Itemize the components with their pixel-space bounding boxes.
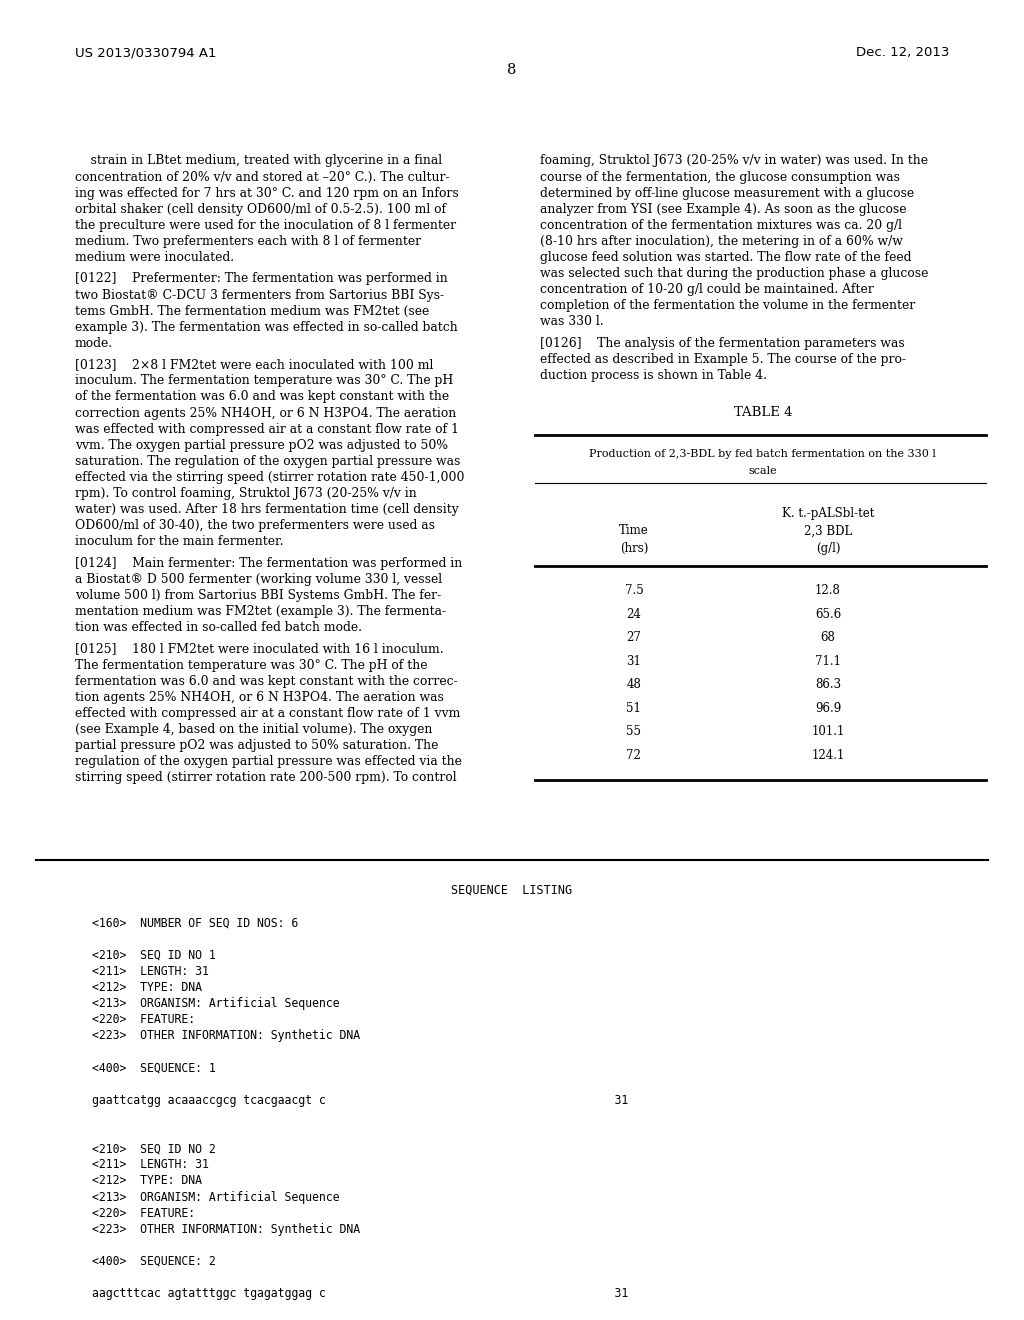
Text: rpm). To control foaming, Struktol J673 (20-25% v/v in: rpm). To control foaming, Struktol J673 … [75, 487, 417, 500]
Text: mode.: mode. [75, 337, 113, 350]
Text: strain in LBtet medium, treated with glycerine in a final: strain in LBtet medium, treated with gly… [75, 154, 442, 168]
Text: inoculum for the main fermenter.: inoculum for the main fermenter. [75, 536, 284, 548]
Text: 72: 72 [627, 748, 641, 762]
Text: partial pressure pO2 was adjusted to 50% saturation. The: partial pressure pO2 was adjusted to 50%… [75, 739, 438, 752]
Text: of the fermentation was 6.0 and was kept constant with the: of the fermentation was 6.0 and was kept… [75, 391, 449, 404]
Text: <223>  OTHER INFORMATION: Synthetic DNA: <223> OTHER INFORMATION: Synthetic DNA [92, 1030, 360, 1043]
Text: was effected with compressed air at a constant flow rate of 1: was effected with compressed air at a co… [75, 422, 459, 436]
Text: Production of 2,3-BDL by fed batch fermentation on the 330 l: Production of 2,3-BDL by fed batch ferme… [590, 449, 936, 458]
Text: US 2013/0330794 A1: US 2013/0330794 A1 [75, 46, 216, 59]
Text: medium were inoculated.: medium were inoculated. [75, 251, 233, 264]
Text: TABLE 4: TABLE 4 [733, 407, 793, 420]
Text: effected as described in Example 5. The course of the pro-: effected as described in Example 5. The … [540, 352, 905, 366]
Text: concentration of 10-20 g/l could be maintained. After: concentration of 10-20 g/l could be main… [540, 284, 873, 296]
Text: determined by off-line glucose measurement with a glucose: determined by off-line glucose measureme… [540, 186, 913, 199]
Text: [0123]    2×8 l FM2tet were each inoculated with 100 ml: [0123] 2×8 l FM2tet were each inoculated… [75, 358, 433, 371]
Text: (see Example 4, based on the initial volume). The oxygen: (see Example 4, based on the initial vol… [75, 723, 432, 737]
Text: ing was effected for 7 hrs at 30° C. and 120 rpm on an Infors: ing was effected for 7 hrs at 30° C. and… [75, 186, 459, 199]
Text: was 330 l.: was 330 l. [540, 315, 603, 329]
Text: a Biostat® D 500 fermenter (working volume 330 l, vessel: a Biostat® D 500 fermenter (working volu… [75, 573, 442, 586]
Text: (g/l): (g/l) [816, 543, 841, 556]
Text: 86.3: 86.3 [815, 678, 841, 692]
Text: mentation medium was FM2tet (example 3). The fermenta-: mentation medium was FM2tet (example 3).… [75, 605, 445, 618]
Text: The fermentation temperature was 30° C. The pH of the: The fermentation temperature was 30° C. … [75, 659, 427, 672]
Text: 65.6: 65.6 [815, 609, 841, 620]
Text: 12.8: 12.8 [815, 585, 841, 598]
Text: <212>  TYPE: DNA: <212> TYPE: DNA [92, 1175, 202, 1188]
Text: <400>  SEQUENCE: 1: <400> SEQUENCE: 1 [92, 1061, 216, 1074]
Text: 96.9: 96.9 [815, 702, 841, 715]
Text: concentration of the fermentation mixtures was ca. 20 g/l: concentration of the fermentation mixtur… [540, 219, 902, 232]
Text: example 3). The fermentation was effected in so-called batch: example 3). The fermentation was effecte… [75, 321, 458, 334]
Text: 24: 24 [627, 609, 641, 620]
Text: 101.1: 101.1 [811, 726, 845, 738]
Text: course of the fermentation, the glucose consumption was: course of the fermentation, the glucose … [540, 170, 900, 183]
Text: medium. Two prefermenters each with 8 l of fermenter: medium. Two prefermenters each with 8 l … [75, 235, 421, 248]
Text: tems GmbH. The fermentation medium was FM2tet (see: tems GmbH. The fermentation medium was F… [75, 305, 429, 318]
Text: regulation of the oxygen partial pressure was effected via the: regulation of the oxygen partial pressur… [75, 755, 462, 768]
Text: inoculum. The fermentation temperature was 30° C. The pH: inoculum. The fermentation temperature w… [75, 375, 453, 387]
Text: concentration of 20% v/v and stored at –20° C.). The cultur-: concentration of 20% v/v and stored at –… [75, 170, 450, 183]
Text: scale: scale [749, 466, 777, 475]
Text: <213>  ORGANISM: Artificial Sequence: <213> ORGANISM: Artificial Sequence [92, 998, 340, 1010]
Text: foaming, Struktol J673 (20-25% v/v in water) was used. In the: foaming, Struktol J673 (20-25% v/v in wa… [540, 154, 928, 168]
Text: <213>  ORGANISM: Artificial Sequence: <213> ORGANISM: Artificial Sequence [92, 1191, 340, 1204]
Text: K. t.-pALSbl-tet: K. t.-pALSbl-tet [782, 507, 874, 520]
Text: tion was effected in so-called fed batch mode.: tion was effected in so-called fed batch… [75, 622, 361, 634]
Text: <220>  FEATURE:: <220> FEATURE: [92, 1206, 196, 1220]
Text: <160>  NUMBER OF SEQ ID NOS: 6: <160> NUMBER OF SEQ ID NOS: 6 [92, 917, 298, 929]
Text: <211>  LENGTH: 31: <211> LENGTH: 31 [92, 1159, 209, 1171]
Text: duction process is shown in Table 4.: duction process is shown in Table 4. [540, 370, 767, 381]
Text: 7.5: 7.5 [625, 585, 643, 598]
Text: gaattcatgg acaaaccgcg tcacgaacgt c                                          31: gaattcatgg acaaaccgcg tcacgaacgt c 31 [92, 1094, 629, 1107]
Text: was selected such that during the production phase a glucose: was selected such that during the produc… [540, 267, 928, 280]
Text: two Biostat® C-DCU 3 fermenters from Sartorius BBI Sys-: two Biostat® C-DCU 3 fermenters from Sar… [75, 289, 443, 301]
Text: fermentation was 6.0 and was kept constant with the correc-: fermentation was 6.0 and was kept consta… [75, 675, 458, 688]
Text: 55: 55 [627, 726, 641, 738]
Text: volume 500 l) from Sartorius BBI Systems GmbH. The fer-: volume 500 l) from Sartorius BBI Systems… [75, 589, 441, 602]
Text: water) was used. After 18 hrs fermentation time (cell density: water) was used. After 18 hrs fermentati… [75, 503, 459, 516]
Text: Time: Time [618, 524, 649, 537]
Text: <400>  SEQUENCE: 2: <400> SEQUENCE: 2 [92, 1255, 216, 1269]
Text: saturation. The regulation of the oxygen partial pressure was: saturation. The regulation of the oxygen… [75, 455, 460, 467]
Text: orbital shaker (cell density OD600/ml of 0.5-2.5). 100 ml of: orbital shaker (cell density OD600/ml of… [75, 203, 445, 215]
Text: <212>  TYPE: DNA: <212> TYPE: DNA [92, 981, 202, 994]
Text: stirring speed (stirrer rotation rate 200-500 rpm). To control: stirring speed (stirrer rotation rate 20… [75, 771, 457, 784]
Text: vvm. The oxygen partial pressure pO2 was adjusted to 50%: vvm. The oxygen partial pressure pO2 was… [75, 438, 447, 451]
Text: 27: 27 [627, 631, 641, 644]
Text: Dec. 12, 2013: Dec. 12, 2013 [856, 46, 949, 59]
Text: aagctttcac agtatttggc tgagatggag c                                          31: aagctttcac agtatttggc tgagatggag c 31 [92, 1287, 629, 1300]
Text: 2,3 BDL: 2,3 BDL [804, 524, 852, 537]
Text: glucose feed solution was started. The flow rate of the feed: glucose feed solution was started. The f… [540, 251, 911, 264]
Text: correction agents 25% NH4OH, or 6 N H3PO4. The aeration: correction agents 25% NH4OH, or 6 N H3PO… [75, 407, 456, 420]
Text: effected with compressed air at a constant flow rate of 1 vvm: effected with compressed air at a consta… [75, 708, 460, 719]
Text: tion agents 25% NH4OH, or 6 N H3PO4. The aeration was: tion agents 25% NH4OH, or 6 N H3PO4. The… [75, 690, 443, 704]
Text: <220>  FEATURE:: <220> FEATURE: [92, 1014, 196, 1027]
Text: 68: 68 [820, 631, 836, 644]
Text: effected via the stirring speed (stirrer rotation rate 450-1,000: effected via the stirring speed (stirrer… [75, 471, 464, 484]
Text: analyzer from YSI (see Example 4). As soon as the glucose: analyzer from YSI (see Example 4). As so… [540, 203, 906, 215]
Text: 51: 51 [627, 702, 641, 715]
Text: 31: 31 [627, 655, 641, 668]
Text: <223>  OTHER INFORMATION: Synthetic DNA: <223> OTHER INFORMATION: Synthetic DNA [92, 1222, 360, 1236]
Text: [0122]    Prefermenter: The fermentation was performed in: [0122] Prefermenter: The fermentation wa… [75, 272, 447, 285]
Text: 8: 8 [507, 63, 517, 78]
Text: OD600/ml of 30-40), the two prefermenters were used as: OD600/ml of 30-40), the two prefermenter… [75, 519, 435, 532]
Text: 48: 48 [627, 678, 641, 692]
Text: SEQUENCE  LISTING: SEQUENCE LISTING [452, 884, 572, 896]
Text: [0126]    The analysis of the fermentation parameters was: [0126] The analysis of the fermentation … [540, 337, 904, 350]
Text: <210>  SEQ ID NO 2: <210> SEQ ID NO 2 [92, 1142, 216, 1155]
Text: <210>  SEQ ID NO 1: <210> SEQ ID NO 1 [92, 949, 216, 962]
Text: <211>  LENGTH: 31: <211> LENGTH: 31 [92, 965, 209, 978]
Text: 124.1: 124.1 [811, 748, 845, 762]
Text: (hrs): (hrs) [620, 543, 648, 556]
Text: the preculture were used for the inoculation of 8 l fermenter: the preculture were used for the inocula… [75, 219, 456, 232]
Text: 71.1: 71.1 [815, 655, 841, 668]
Text: [0125]    180 l FM2tet were inoculated with 16 l inoculum.: [0125] 180 l FM2tet were inoculated with… [75, 643, 443, 656]
Text: (8-10 hrs after inoculation), the metering in of a 60% w/w: (8-10 hrs after inoculation), the meteri… [540, 235, 902, 248]
Text: [0124]    Main fermenter: The fermentation was performed in: [0124] Main fermenter: The fermentation … [75, 557, 462, 570]
Text: completion of the fermentation the volume in the fermenter: completion of the fermentation the volum… [540, 300, 914, 313]
